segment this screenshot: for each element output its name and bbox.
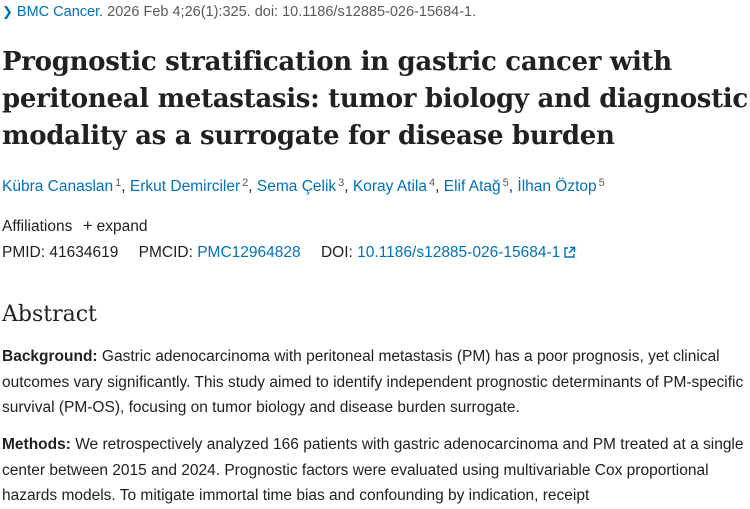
affiliation-ref[interactable]: 2 [242, 177, 249, 189]
pmid-value: 41634619 [49, 244, 119, 261]
affiliation-ref[interactable]: 1 [115, 177, 122, 189]
expand-affiliations-button[interactable]: + expand [82, 216, 148, 235]
author-list: Kübra Canaslan 1, Erkut Demirciler 2, Sema… [2, 177, 605, 195]
external-link-icon[interactable] [563, 246, 576, 264]
doi-link[interactable]: 10.1186/s12885-026-15684-1 [357, 244, 561, 261]
pmcid-link[interactable]: PMC12964828 [197, 244, 301, 261]
author-link[interactable]: İlhan Öztop [517, 178, 597, 195]
plus-icon: + [82, 216, 93, 235]
pmid-label: PMID: [2, 244, 46, 261]
doi-label: DOI: [320, 244, 353, 261]
affiliation-ref[interactable]: 3 [338, 177, 345, 189]
affiliation-ref[interactable]: 5 [598, 177, 605, 189]
author-link[interactable]: Sema Çelik [256, 178, 337, 195]
expand-label: expand [96, 218, 148, 235]
affiliations-row: Affiliations + expand [2, 216, 147, 236]
chevron-right-icon: ❯ [2, 4, 13, 19]
affiliation-ref[interactable]: 4 [429, 177, 436, 189]
abstract-background: Background: Gastric adenocarcinoma with … [2, 344, 750, 421]
affiliations-label: Affiliations [2, 218, 73, 235]
citation-details: 2026 Feb 4;26(1):325. doi: 10.1186/s1288… [107, 4, 477, 20]
affiliation-ref[interactable]: 5 [502, 177, 509, 189]
methods-label: Methods: [2, 436, 71, 453]
article-title: Prognostic stratification in gastric can… [2, 47, 748, 151]
journal-link[interactable]: BMC Cancer. [16, 4, 104, 20]
methods-text: We retrospectively analyzed 166 patients… [2, 436, 744, 504]
identifiers-row: PMID: 41634619 PMCID: PMC12964828 DOI: 1… [2, 244, 592, 264]
citation-line: ❯ BMC Cancer. 2026 Feb 4;26(1):325. doi: … [2, 4, 476, 20]
author-link[interactable]: Kübra Canaslan [2, 178, 114, 195]
author-link[interactable]: Erkut Demirciler [129, 178, 241, 195]
background-label: Background: [2, 348, 98, 365]
pmcid-label: PMCID: [138, 244, 193, 261]
background-text: Gastric adenocarcinoma with peritoneal m… [2, 348, 744, 416]
abstract-heading: Abstract [2, 302, 97, 327]
author-link[interactable]: Elif Atağ [443, 178, 501, 195]
abstract-methods: Methods: We retrospectively analyzed 166… [2, 432, 750, 509]
author-link[interactable]: Koray Atila [352, 178, 428, 195]
